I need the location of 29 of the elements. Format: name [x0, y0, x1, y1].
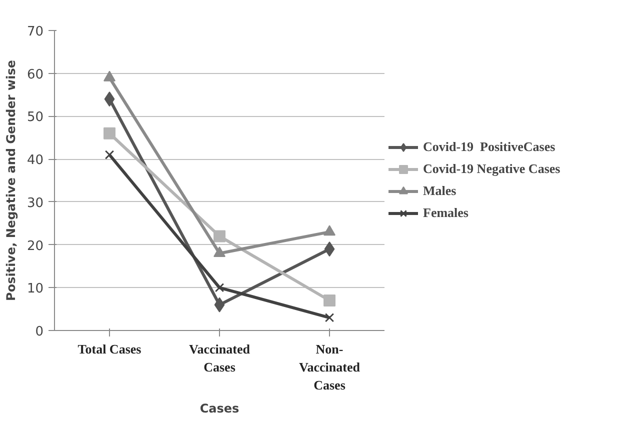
x-axis-title: Cases	[200, 402, 240, 416]
y-tick-label: 20	[26, 238, 44, 254]
point	[104, 150, 114, 160]
y-tick-label: 60	[26, 67, 44, 82]
point	[214, 246, 226, 258]
y-tick-label: 30	[26, 196, 44, 211]
x-tick-label: Total Cases	[78, 342, 142, 356]
y-axis-title: Positive, Negative and Gender wise	[4, 60, 18, 301]
point	[104, 127, 116, 140]
point	[214, 283, 224, 292]
legend-label: Males	[423, 183, 456, 199]
point	[104, 92, 115, 107]
point	[214, 230, 226, 242]
y-tick-label: 10	[26, 282, 44, 297]
legend-label: Covid-19 Negative Cases	[423, 161, 560, 177]
point	[324, 294, 336, 306]
y-tick-label: 70	[26, 24, 44, 40]
point	[324, 242, 335, 257]
y-tick-label: 50	[26, 110, 44, 126]
x-tick-label: Vaccinated Cases	[189, 342, 251, 374]
x-tick-label: Non-Vaccinated Cases	[299, 342, 361, 392]
y-tick-label: 40	[26, 153, 44, 168]
point	[324, 313, 334, 322]
point	[214, 297, 225, 312]
point	[324, 225, 336, 236]
legend-label: Covid-19 PositiveCases	[423, 139, 556, 155]
legend-label: Females	[423, 205, 468, 221]
point	[104, 70, 116, 82]
y-tick-label: 0	[35, 324, 44, 340]
